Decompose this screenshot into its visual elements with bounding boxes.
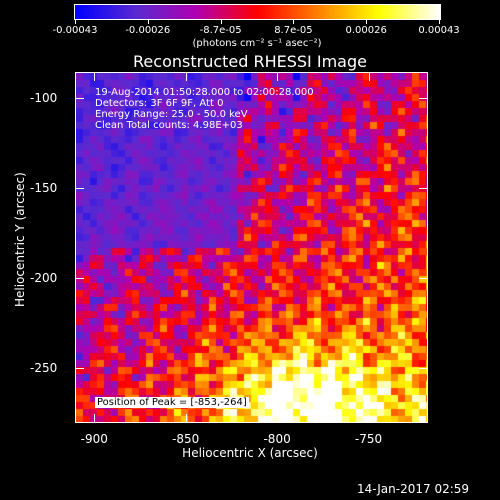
- axis-tick: [277, 73, 279, 81]
- colorbar-tick-label: -0.00026: [125, 25, 171, 36]
- colorbar-tick: [439, 19, 440, 24]
- colorbar-tick-label: 0.00026: [345, 25, 387, 36]
- x-tick-label: -800: [263, 432, 291, 446]
- x-axis-label: Heliocentric X (arcsec): [182, 446, 318, 460]
- colorbar-tick-label: 8.7e-05: [274, 25, 313, 36]
- colorbar-tick-label: -0.00043: [52, 25, 98, 36]
- axis-tick: [419, 368, 427, 370]
- colorbar: [74, 4, 441, 20]
- plot-frame: [75, 72, 428, 423]
- colorbar-tick: [75, 19, 76, 24]
- axis-tick: [76, 368, 84, 370]
- colorbar-tick: [366, 19, 368, 24]
- axis-tick: [419, 278, 427, 280]
- axis-tick: [368, 73, 370, 81]
- axis-tick: [76, 188, 84, 190]
- colorbar-tick: [220, 19, 222, 24]
- info-line-detectors: Detectors: 3F 6F 9F, Att 0: [95, 98, 224, 109]
- footer-date: 14-Jan-2017 02:59: [357, 482, 470, 496]
- y-tick-label: -200: [30, 271, 58, 286]
- peak-position-text: Position of Peak = [-853,-264]: [95, 397, 249, 408]
- axis-tick: [94, 414, 96, 422]
- info-line-energy: Energy Range: 25.0 - 50.0 keV: [95, 109, 248, 120]
- axis-tick: [419, 98, 427, 100]
- axis-tick: [368, 414, 370, 422]
- axis-tick: [94, 73, 96, 81]
- y-axis-label: Heliocentric Y (arcsec): [13, 172, 27, 307]
- y-tick-label: -250: [30, 361, 58, 376]
- heatmap-image: [76, 73, 427, 422]
- plot-title: Reconstructed RHESSI Image: [133, 52, 367, 71]
- colorbar-axis: [75, 19, 440, 24]
- axis-tick: [419, 188, 427, 190]
- colorbar-tick-label: -8.7e-05: [199, 25, 242, 36]
- y-tick-label: -150: [30, 181, 58, 196]
- info-line-time: 19-Aug-2014 01:50:28.000 to 02:00:28.000: [95, 87, 314, 98]
- x-tick-label: -850: [172, 432, 200, 446]
- info-line-clean: Clean Total counts: 4.98E+03: [95, 120, 243, 131]
- colorbar-tick-label: 0.00043: [418, 25, 460, 36]
- axis-tick: [76, 278, 84, 280]
- colorbar-tick: [293, 19, 295, 24]
- x-tick-label: -750: [354, 432, 383, 446]
- axis-tick: [277, 414, 279, 422]
- x-tick-label: -900: [80, 432, 108, 446]
- axis-tick: [185, 414, 187, 422]
- axis-tick: [76, 98, 84, 100]
- axis-tick: [185, 73, 187, 81]
- colorbar-units: (photons cm⁻² s⁻¹ asec⁻²): [192, 38, 322, 49]
- y-tick-label: -100: [30, 91, 58, 106]
- colorbar-tick: [147, 19, 149, 24]
- peak-position-label: Position of Peak = [-853,-264]: [95, 397, 249, 408]
